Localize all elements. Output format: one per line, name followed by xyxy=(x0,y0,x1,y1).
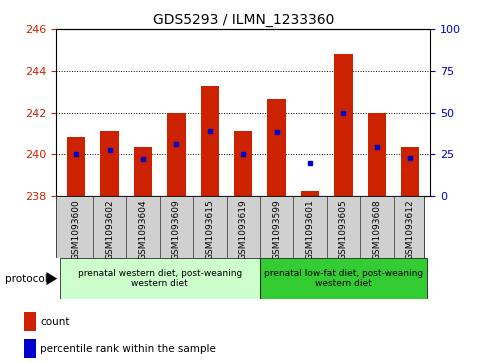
Text: prenatal western diet, post-weaning
western diet: prenatal western diet, post-weaning west… xyxy=(78,269,242,288)
Text: GSM1093605: GSM1093605 xyxy=(338,199,347,260)
Bar xyxy=(334,54,352,196)
Text: GSM1093601: GSM1093601 xyxy=(305,199,314,260)
Bar xyxy=(400,147,419,196)
Bar xyxy=(200,86,219,196)
Text: prenatal low-fat diet, post-weaning
western diet: prenatal low-fat diet, post-weaning west… xyxy=(264,269,422,288)
Bar xyxy=(267,99,285,196)
Text: GSM1093615: GSM1093615 xyxy=(205,199,214,260)
Bar xyxy=(234,131,252,196)
Text: GSM1093602: GSM1093602 xyxy=(105,199,114,260)
Bar xyxy=(260,258,426,299)
Bar xyxy=(167,113,185,196)
Text: GSM1093604: GSM1093604 xyxy=(138,199,147,260)
Text: percentile rank within the sample: percentile rank within the sample xyxy=(40,344,216,354)
Text: protocol: protocol xyxy=(5,274,47,284)
Bar xyxy=(24,339,36,358)
Text: GSM1093600: GSM1093600 xyxy=(72,199,81,260)
Polygon shape xyxy=(46,272,57,285)
Text: GSM1093619: GSM1093619 xyxy=(238,199,247,260)
Text: GSM1093609: GSM1093609 xyxy=(172,199,181,260)
Bar xyxy=(60,258,260,299)
Bar xyxy=(134,147,152,196)
Text: GSM1093599: GSM1093599 xyxy=(272,199,281,260)
Bar xyxy=(367,113,385,196)
Bar xyxy=(101,131,119,196)
Bar xyxy=(300,191,319,196)
Text: count: count xyxy=(40,317,70,327)
Bar xyxy=(67,136,85,196)
Text: GSM1093608: GSM1093608 xyxy=(372,199,381,260)
Bar xyxy=(24,312,36,331)
Title: GDS5293 / ILMN_1233360: GDS5293 / ILMN_1233360 xyxy=(152,13,333,26)
Text: GSM1093612: GSM1093612 xyxy=(405,199,414,260)
